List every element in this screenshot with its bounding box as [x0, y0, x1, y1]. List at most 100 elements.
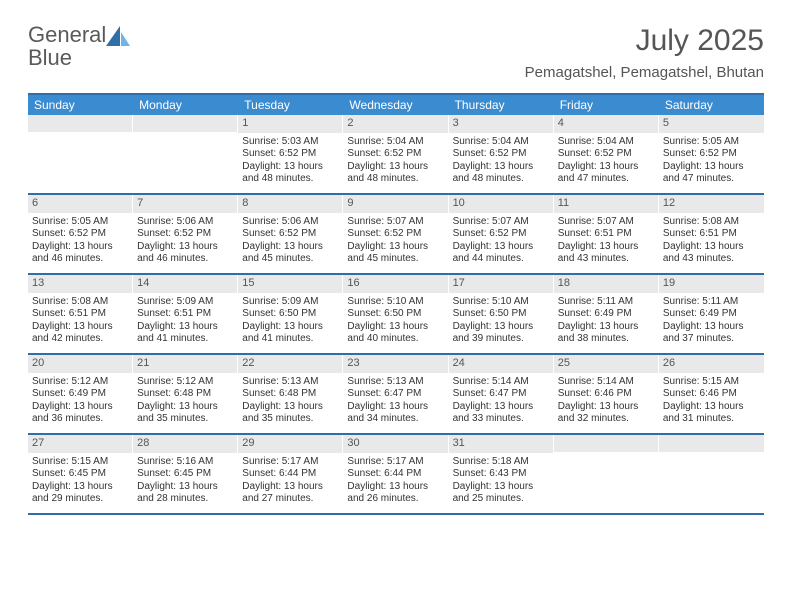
day-line: Sunset: 6:43 PM	[453, 468, 550, 481]
day-line: Daylight: 13 hours and 29 minutes.	[32, 481, 129, 506]
calendar: Sunday Monday Tuesday Wednesday Thursday…	[28, 93, 764, 515]
day-cell: 3Sunrise: 5:04 AMSunset: 6:52 PMDaylight…	[449, 115, 554, 193]
day-cell: 24Sunrise: 5:14 AMSunset: 6:47 PMDayligh…	[449, 355, 554, 433]
week-row: 13Sunrise: 5:08 AMSunset: 6:51 PMDayligh…	[28, 275, 764, 355]
day-body: Sunrise: 5:05 AMSunset: 6:52 PMDaylight:…	[659, 133, 764, 190]
day-line: Sunrise: 5:06 AM	[137, 216, 234, 229]
day-body: Sunrise: 5:10 AMSunset: 6:50 PMDaylight:…	[343, 293, 448, 350]
day-line: Daylight: 13 hours and 43 minutes.	[558, 241, 655, 266]
day-line: Sunset: 6:52 PM	[347, 228, 444, 241]
week-row: 27Sunrise: 5:15 AMSunset: 6:45 PMDayligh…	[28, 435, 764, 515]
day-number: 26	[659, 355, 764, 373]
day-cell: 27Sunrise: 5:15 AMSunset: 6:45 PMDayligh…	[28, 435, 133, 513]
day-line: Sunrise: 5:13 AM	[242, 376, 339, 389]
day-body	[659, 452, 764, 459]
dow-tuesday: Tuesday	[238, 95, 343, 115]
day-line: Sunrise: 5:12 AM	[137, 376, 234, 389]
day-number: 20	[28, 355, 133, 373]
day-number: 12	[659, 195, 764, 213]
day-body: Sunrise: 5:08 AMSunset: 6:51 PMDaylight:…	[659, 213, 764, 270]
day-number: 23	[343, 355, 448, 373]
day-body: Sunrise: 5:13 AMSunset: 6:47 PMDaylight:…	[343, 373, 448, 430]
day-line: Sunset: 6:49 PM	[558, 308, 655, 321]
day-line: Daylight: 13 hours and 45 minutes.	[242, 241, 339, 266]
day-body: Sunrise: 5:12 AMSunset: 6:48 PMDaylight:…	[133, 373, 238, 430]
day-body	[133, 132, 238, 139]
day-number: 15	[238, 275, 343, 293]
day-line: Sunset: 6:50 PM	[242, 308, 339, 321]
day-number: 30	[343, 435, 448, 453]
day-line: Sunrise: 5:04 AM	[558, 136, 655, 149]
day-line: Sunset: 6:52 PM	[137, 228, 234, 241]
day-line: Sunrise: 5:03 AM	[242, 136, 339, 149]
day-line: Sunrise: 5:08 AM	[32, 296, 129, 309]
day-line: Sunrise: 5:04 AM	[347, 136, 444, 149]
day-line: Sunset: 6:44 PM	[242, 468, 339, 481]
day-line: Sunset: 6:46 PM	[663, 388, 760, 401]
day-cell: 18Sunrise: 5:11 AMSunset: 6:49 PMDayligh…	[554, 275, 659, 353]
day-line: Sunrise: 5:04 AM	[453, 136, 550, 149]
day-cell: 17Sunrise: 5:10 AMSunset: 6:50 PMDayligh…	[449, 275, 554, 353]
header: General Blue July 2025 Pemagatshel, Pema…	[0, 0, 792, 85]
day-line: Sunset: 6:44 PM	[347, 468, 444, 481]
day-line: Daylight: 13 hours and 37 minutes.	[663, 321, 760, 346]
day-number: 11	[554, 195, 659, 213]
day-line: Sunset: 6:47 PM	[347, 388, 444, 401]
day-body: Sunrise: 5:15 AMSunset: 6:46 PMDaylight:…	[659, 373, 764, 430]
day-line: Sunset: 6:51 PM	[32, 308, 129, 321]
day-line: Daylight: 13 hours and 44 minutes.	[453, 241, 550, 266]
day-line: Sunset: 6:50 PM	[453, 308, 550, 321]
day-number: 29	[238, 435, 343, 453]
day-body: Sunrise: 5:07 AMSunset: 6:52 PMDaylight:…	[343, 213, 448, 270]
day-line: Sunset: 6:52 PM	[558, 148, 655, 161]
day-body: Sunrise: 5:11 AMSunset: 6:49 PMDaylight:…	[659, 293, 764, 350]
day-line: Sunrise: 5:17 AM	[242, 456, 339, 469]
day-number: 5	[659, 115, 764, 133]
day-line: Sunrise: 5:18 AM	[453, 456, 550, 469]
day-line: Sunrise: 5:05 AM	[32, 216, 129, 229]
logo-part1: General	[28, 22, 106, 47]
day-line: Sunset: 6:49 PM	[32, 388, 129, 401]
day-number: 17	[449, 275, 554, 293]
brand-logo: General Blue	[28, 24, 132, 70]
day-line: Daylight: 13 hours and 34 minutes.	[347, 401, 444, 426]
day-line: Sunrise: 5:12 AM	[32, 376, 129, 389]
day-cell	[554, 435, 659, 513]
day-line: Daylight: 13 hours and 32 minutes.	[558, 401, 655, 426]
day-line: Daylight: 13 hours and 36 minutes.	[32, 401, 129, 426]
day-line: Sunrise: 5:14 AM	[558, 376, 655, 389]
day-cell	[659, 435, 764, 513]
logo-part2: Blue	[28, 45, 72, 70]
dow-monday: Monday	[133, 95, 238, 115]
day-cell	[133, 115, 238, 193]
day-cell: 8Sunrise: 5:06 AMSunset: 6:52 PMDaylight…	[238, 195, 343, 273]
title-block: July 2025 Pemagatshel, Pemagatshel, Bhut…	[525, 24, 764, 81]
day-line: Sunrise: 5:10 AM	[453, 296, 550, 309]
day-line: Sunset: 6:46 PM	[558, 388, 655, 401]
day-line: Sunrise: 5:16 AM	[137, 456, 234, 469]
day-number	[554, 435, 659, 452]
day-line: Sunset: 6:52 PM	[347, 148, 444, 161]
month-title: July 2025	[525, 24, 764, 58]
day-body: Sunrise: 5:17 AMSunset: 6:44 PMDaylight:…	[343, 453, 448, 510]
day-line: Daylight: 13 hours and 40 minutes.	[347, 321, 444, 346]
day-line: Sunrise: 5:06 AM	[242, 216, 339, 229]
day-number: 21	[133, 355, 238, 373]
day-body: Sunrise: 5:04 AMSunset: 6:52 PMDaylight:…	[449, 133, 554, 190]
logo-text: General Blue	[28, 24, 106, 70]
day-cell: 5Sunrise: 5:05 AMSunset: 6:52 PMDaylight…	[659, 115, 764, 193]
day-cell: 31 Sunrise: 5:18 AMSunset: 6:43 PMDayligh…	[449, 435, 554, 513]
day-body: Sunrise: 5:04 AMSunset: 6:52 PMDaylight:…	[343, 133, 448, 190]
day-number: 24	[449, 355, 554, 373]
day-line: Daylight: 13 hours and 25 minutes.	[453, 481, 550, 506]
day-line: Sunrise: 5:17 AM	[347, 456, 444, 469]
day-number: 22	[238, 355, 343, 373]
day-cell: 28Sunrise: 5:16 AMSunset: 6:45 PMDayligh…	[133, 435, 238, 513]
day-line: Sunrise: 5:05 AM	[663, 136, 760, 149]
day-number: 1	[238, 115, 343, 133]
day-number: 31	[449, 435, 554, 453]
day-number: 27	[28, 435, 133, 453]
week-row: 1Sunrise: 5:03 AMSunset: 6:52 PMDaylight…	[28, 115, 764, 195]
day-cell: 14Sunrise: 5:09 AMSunset: 6:51 PMDayligh…	[133, 275, 238, 353]
day-cell: 12Sunrise: 5:08 AMSunset: 6:51 PMDayligh…	[659, 195, 764, 273]
